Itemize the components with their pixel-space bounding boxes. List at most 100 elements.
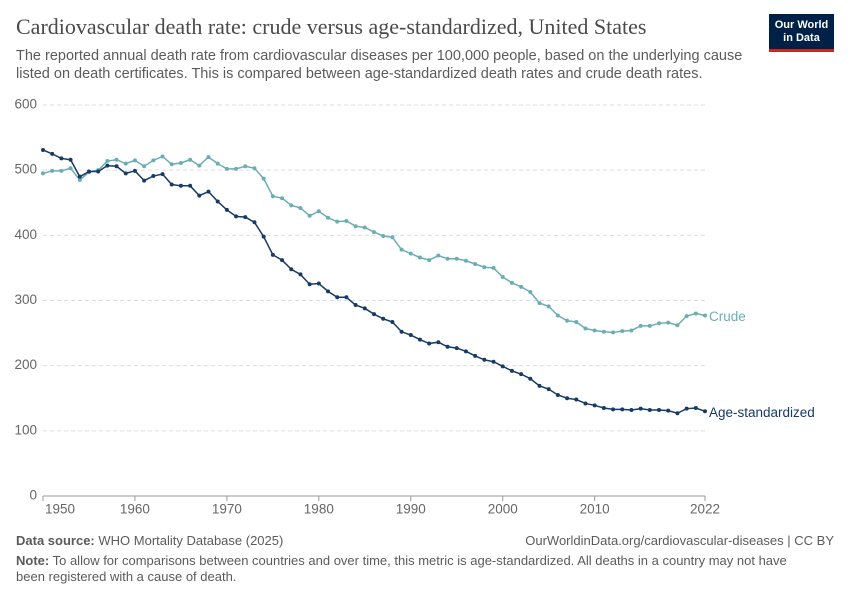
data-point	[463, 258, 468, 263]
data-point	[261, 176, 266, 181]
data-point	[417, 337, 422, 342]
data-point	[178, 160, 183, 165]
data-point	[261, 234, 266, 239]
data-point	[491, 265, 496, 270]
logo[interactable]: Our World in Data	[769, 14, 834, 52]
data-point	[417, 255, 422, 260]
data-point	[114, 164, 119, 169]
data-point	[509, 368, 514, 373]
data-point	[105, 159, 110, 164]
data-point	[234, 166, 239, 171]
data-point	[178, 183, 183, 188]
data-point	[114, 157, 119, 162]
data-point	[482, 357, 487, 362]
data-point	[151, 158, 156, 163]
data-point	[657, 321, 662, 326]
data-point	[224, 207, 229, 212]
data-point	[601, 329, 606, 334]
chart-subtitle: The reported annual death rate from card…	[16, 48, 743, 82]
data-point	[68, 166, 73, 171]
data-point	[666, 320, 671, 325]
data-point	[675, 323, 680, 328]
data-point	[160, 172, 165, 177]
data-point	[362, 225, 367, 230]
y-tick-label: 200	[14, 357, 37, 372]
data-point	[509, 280, 514, 285]
data-point	[280, 258, 285, 263]
data-point	[473, 353, 478, 358]
data-point	[555, 313, 560, 318]
data-point	[537, 383, 542, 388]
data-point	[243, 215, 248, 220]
data-point	[362, 306, 367, 311]
data-point	[390, 235, 395, 240]
data-point	[693, 406, 698, 411]
data-point	[574, 320, 579, 325]
data-point	[353, 224, 358, 229]
data-point	[638, 323, 643, 328]
data-point	[381, 233, 386, 238]
data-point	[224, 166, 229, 171]
data-point	[123, 171, 128, 176]
y-tick-label: 0	[29, 488, 37, 503]
data-point	[408, 251, 413, 256]
data-point	[96, 169, 101, 174]
data-point	[123, 161, 128, 166]
y-tick-label: 100	[14, 422, 37, 437]
data-point	[326, 215, 331, 220]
data-point	[142, 178, 147, 183]
data-point	[620, 407, 625, 412]
data-point	[77, 177, 82, 182]
data-point	[289, 267, 294, 272]
data-point	[583, 401, 588, 406]
series-label: Crude	[709, 309, 746, 324]
data-point	[703, 409, 707, 414]
data-point	[316, 209, 321, 214]
data-point	[491, 359, 496, 364]
data-point	[215, 161, 220, 166]
data-point	[675, 411, 680, 416]
data-point	[132, 168, 137, 173]
data-point	[372, 230, 376, 235]
data-point	[427, 341, 432, 346]
x-tick-label: 1980	[304, 502, 334, 517]
data-point	[519, 372, 524, 377]
source: Data source: WHO Mortality Database (202…	[16, 533, 283, 548]
data-point	[280, 196, 285, 201]
note-label: Note:	[16, 553, 50, 568]
data-point	[142, 164, 147, 169]
data-point	[500, 275, 505, 280]
data-point	[629, 407, 634, 412]
data-point	[399, 247, 404, 252]
data-point	[583, 326, 588, 331]
data-point	[215, 199, 220, 204]
y-tick-label: 300	[14, 292, 37, 307]
x-tick-label: 2022	[690, 502, 720, 517]
series-label: Age-standardized	[709, 405, 815, 420]
data-point	[270, 252, 275, 257]
data-point	[611, 330, 616, 335]
data-point	[169, 182, 174, 187]
data-point	[620, 329, 625, 334]
data-point	[519, 284, 524, 289]
data-point	[427, 258, 432, 263]
y-tick-label: 600	[14, 97, 37, 112]
data-point	[59, 156, 64, 161]
data-point	[316, 281, 321, 286]
y-tick-label: 400	[14, 227, 37, 242]
data-point	[169, 162, 174, 167]
data-point	[372, 312, 376, 317]
data-point	[657, 407, 662, 412]
source-url[interactable]: OurWorldinData.org/cardiovascular-diseas…	[525, 533, 834, 548]
x-tick-label: 1990	[396, 502, 426, 517]
data-point	[647, 323, 652, 328]
data-point	[68, 157, 73, 162]
note-text: To allow for comparisons between countri…	[16, 553, 787, 584]
x-tick-label: 1960	[120, 502, 150, 517]
data-point	[41, 171, 45, 176]
y-tick-label: 500	[14, 162, 37, 177]
data-point	[390, 320, 395, 325]
chart: 0 100 200 300 400 500 600 1950 1960 1970 1980 1990 2…	[14, 97, 815, 517]
data-point	[546, 387, 551, 392]
